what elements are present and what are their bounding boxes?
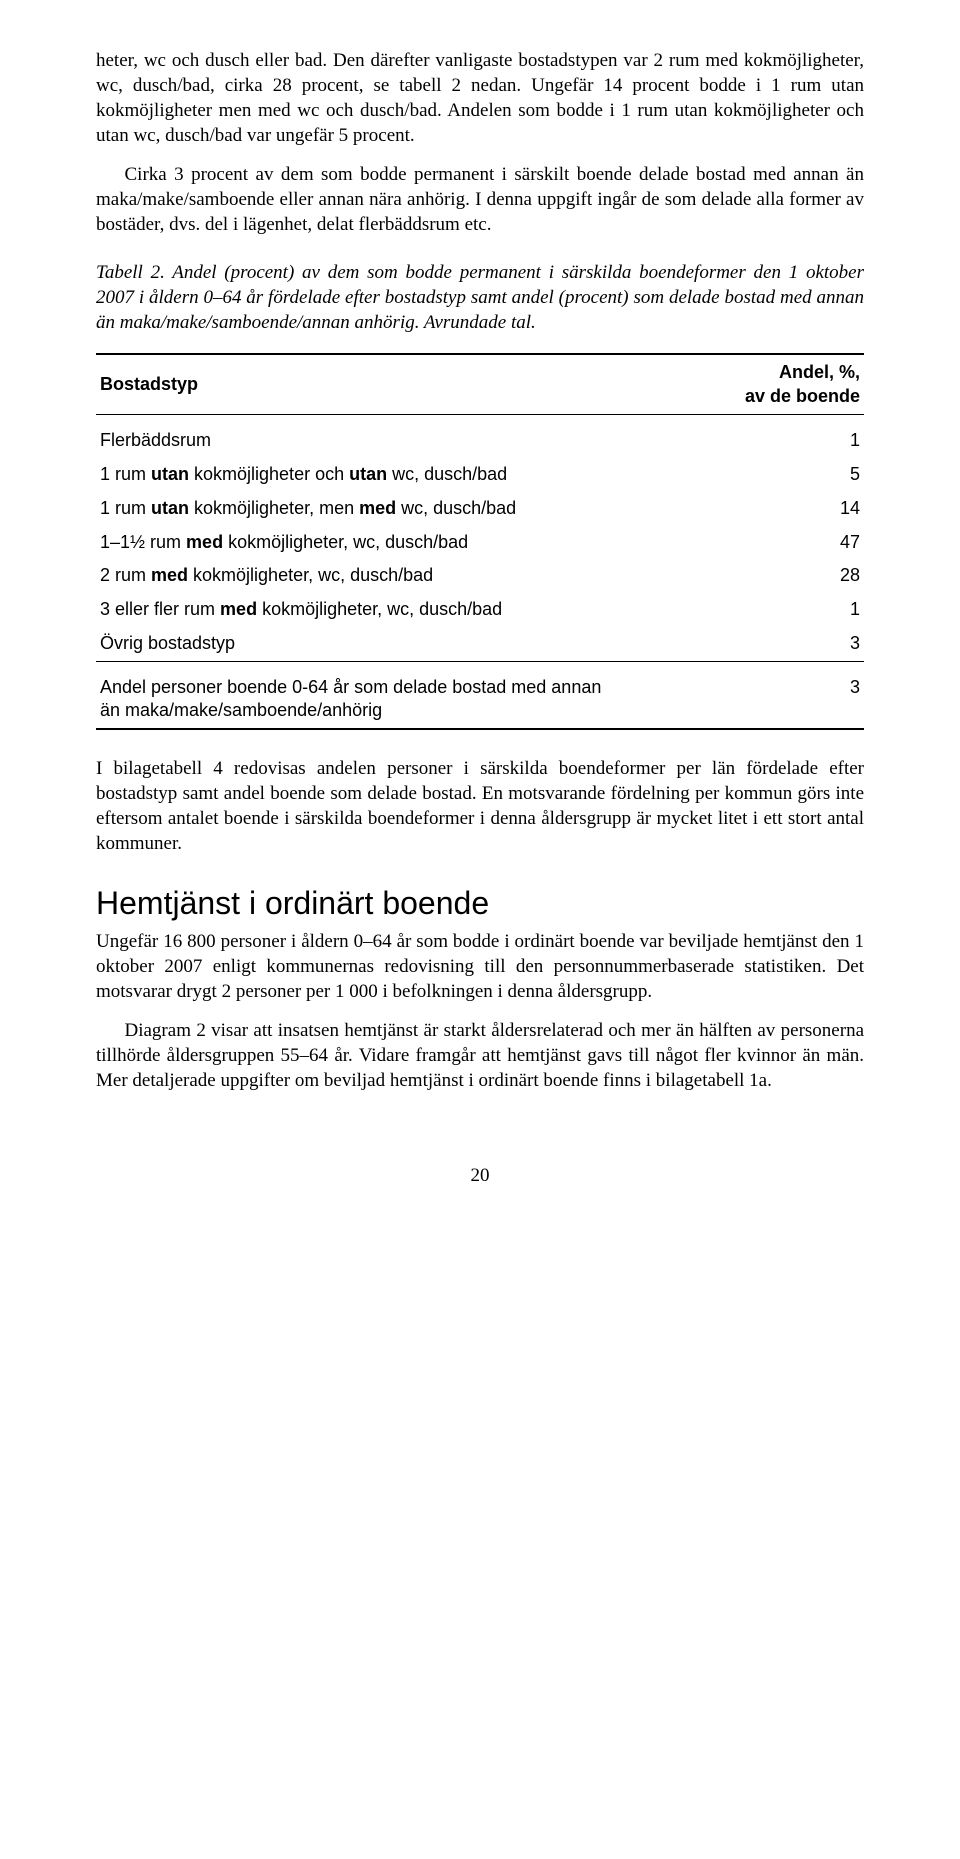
table-row: Flerbäddsrum1	[96, 415, 864, 458]
paragraph-4: Ungefär 16 800 personer i åldern 0–64 år…	[96, 929, 864, 1004]
table-row: 2 rum med kokmöjligheter, wc, dusch/bad2…	[96, 559, 864, 593]
cell-value: 28	[715, 559, 864, 593]
cell-label: 1 rum utan kokmöjligheter och utan wc, d…	[96, 458, 715, 492]
cell-value: 14	[715, 492, 864, 526]
cell-value: 1	[715, 593, 864, 627]
table-caption: Tabell 2. Andel (procent) av dem som bod…	[96, 260, 864, 335]
footer-label-line1: Andel personer boende 0-64 år som delade…	[100, 677, 601, 697]
paragraph-3: I bilagetabell 4 redovisas andelen perso…	[96, 756, 864, 856]
col-header-andel: Andel, %, av de boende	[715, 354, 864, 415]
table-row: 1 rum utan kokmöjligheter, men med wc, d…	[96, 492, 864, 526]
cell-value: 3	[715, 627, 864, 661]
cell-value: 5	[715, 458, 864, 492]
cell-label: 1–1½ rum med kokmöjligheter, wc, dusch/b…	[96, 526, 715, 560]
cell-label: Flerbäddsrum	[96, 415, 715, 458]
col-header-bostadstyp: Bostadstyp	[96, 354, 715, 415]
table-2: Bostadstyp Andel, %, av de boende Flerbä…	[96, 353, 864, 730]
footer-value: 3	[715, 661, 864, 729]
table-row: 1 rum utan kokmöjligheter och utan wc, d…	[96, 458, 864, 492]
cell-label: 3 eller fler rum med kokmöjligheter, wc,…	[96, 593, 715, 627]
cell-label: 2 rum med kokmöjligheter, wc, dusch/bad	[96, 559, 715, 593]
cell-label: 1 rum utan kokmöjligheter, men med wc, d…	[96, 492, 715, 526]
table-footer-row: Andel personer boende 0-64 år som delade…	[96, 661, 864, 729]
table-row: Övrig bostadstyp3	[96, 627, 864, 661]
cell-value: 1	[715, 415, 864, 458]
col-header-andel-line2: av de boende	[745, 386, 860, 406]
section-heading-hemtjanst: Hemtjänst i ordinärt boende	[96, 882, 864, 924]
cell-label: Övrig bostadstyp	[96, 627, 715, 661]
footer-label: Andel personer boende 0-64 år som delade…	[96, 661, 715, 729]
col-header-andel-line1: Andel, %,	[779, 362, 860, 382]
paragraph-5: Diagram 2 visar att insatsen hemtjänst ä…	[96, 1018, 864, 1093]
page-number: 20	[96, 1163, 864, 1188]
table-row: 3 eller fler rum med kokmöjligheter, wc,…	[96, 593, 864, 627]
cell-value: 47	[715, 526, 864, 560]
paragraph-1: heter, wc och dusch eller bad. Den däref…	[96, 48, 864, 148]
paragraph-2: Cirka 3 procent av dem som bodde permane…	[96, 162, 864, 237]
footer-label-line2: än maka/make/samboende/anhörig	[100, 700, 382, 720]
table-row: 1–1½ rum med kokmöjligheter, wc, dusch/b…	[96, 526, 864, 560]
